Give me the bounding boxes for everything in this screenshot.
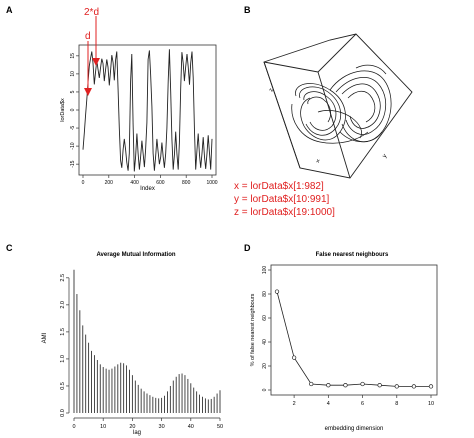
panel-d-y-tick-label: 40 xyxy=(262,339,268,345)
panel-b-3d-box xyxy=(263,33,413,179)
panel-d-point xyxy=(291,355,297,360)
panel-a-x-tick-label: 800 xyxy=(182,180,191,186)
panel-b-code-block: x = lorData$x[1:982] y = lorData$x[10:99… xyxy=(234,181,335,218)
panel-c-title: Average Mutual Information xyxy=(96,252,175,258)
panel-c-y-tick-label: 0.5 xyxy=(60,382,66,390)
panel-c-x-tick-label: 10 xyxy=(100,424,106,430)
panel-c-y-tick-label: 2.0 xyxy=(60,301,66,309)
panel-d-x-tick-label: 10 xyxy=(428,401,434,407)
panel-d-point xyxy=(326,383,331,388)
annotation-d-label: d xyxy=(85,31,91,42)
panel-c-bars xyxy=(73,269,221,413)
panel-c-x-axis: 0 10 20 30 40 50 xyxy=(72,417,223,430)
annotation-2d-label: 2*d xyxy=(84,7,99,18)
panel-a: A 0 200 400 600 800 1000 -15 -10 -5 0 5 10 15 Index… xyxy=(6,5,218,192)
panel-b-y-axis-letter: y xyxy=(382,153,389,159)
panel-a-x-tick-label: 1000 xyxy=(206,180,217,186)
panel-a-x-tick-label: 600 xyxy=(156,180,165,186)
panel-d-x-axis-label: embedding dimension xyxy=(325,426,384,432)
panel-d-y-axis: 0 20 40 60 80 100 xyxy=(262,266,271,391)
panel-d-letter: D xyxy=(244,243,251,253)
panel-d-point xyxy=(274,289,280,294)
panel-d-y-axis-label: % of false nearest neighbours xyxy=(250,293,256,366)
code-line-x: x = lorData$x[1:982] xyxy=(234,181,324,192)
panel-d-point xyxy=(343,383,348,388)
panel-d-x-tick-label: 8 xyxy=(395,401,398,407)
panel-a-y-tick-label: 0 xyxy=(70,108,76,111)
panel-c-y-tick-label: 2.5 xyxy=(60,274,66,282)
panel-b-z-axis-letter: z xyxy=(268,88,275,93)
panel-a-x-tick-label: 0 xyxy=(82,180,85,186)
panel-a-y-axis: -15 -10 -5 0 5 10 15 xyxy=(70,53,79,168)
panel-d-y-tick-label: 100 xyxy=(262,266,268,275)
annotation-2d-arrowhead xyxy=(92,58,100,66)
panel-a-y-tick-label: -15 xyxy=(70,160,76,167)
panel-d-series-line xyxy=(276,291,431,387)
panel-d-plot-frame xyxy=(270,264,438,396)
panel-c-y-tick-label: 1.5 xyxy=(60,328,66,336)
panel-d-x-tick-label: 6 xyxy=(361,401,364,407)
panel-c-x-tick-label: 50 xyxy=(217,424,223,430)
panel-b-attractor-trajectory xyxy=(291,64,392,144)
panel-c: C Average Mutual Information 0 10 20 30 40 50… xyxy=(6,243,223,436)
panel-a-x-tick-label: 400 xyxy=(130,180,139,186)
panel-b-letter: B xyxy=(244,5,251,15)
panel-c-letter: C xyxy=(6,243,13,253)
panel-d-point xyxy=(309,381,314,387)
panel-d-x-tick-label: 4 xyxy=(327,401,330,407)
panel-d-x-axis: 2 4 6 8 10 xyxy=(293,395,434,407)
panel-d-y-tick-label: 0 xyxy=(262,388,268,391)
panel-c-x-tick-label: 30 xyxy=(159,424,165,430)
panel-d-y-tick-label: 60 xyxy=(262,315,268,321)
panel-d-point xyxy=(428,384,434,389)
panel-d-y-tick-label: 20 xyxy=(262,363,268,369)
panel-c-y-tick-label: 0.0 xyxy=(60,409,66,417)
panel-d-point xyxy=(377,383,382,388)
panel-a-letter: A xyxy=(6,5,13,15)
panel-d-points xyxy=(274,289,434,389)
panel-c-y-tick-label: 1.0 xyxy=(60,355,66,363)
annotation-d-arrowhead xyxy=(84,88,92,96)
panel-c-x-tick-label: 20 xyxy=(129,424,135,430)
panel-b-x-axis-letter: x xyxy=(315,158,320,165)
panel-c-x-axis-label: lag xyxy=(133,430,141,436)
panel-d-y-tick-label: 80 xyxy=(262,291,268,297)
panel-d-point xyxy=(394,384,399,389)
code-line-y: y = lorData$x[10:991] xyxy=(234,194,330,205)
panel-a-y-tick-label: 5 xyxy=(70,90,76,93)
panel-a-x-axis-label: Index xyxy=(140,186,155,192)
panel-a-x-axis: 0 200 400 600 800 1000 xyxy=(82,175,218,186)
panel-b: B z x y x = lorData$x[1 xyxy=(234,5,413,218)
panel-a-series-line xyxy=(82,49,213,172)
panel-c-x-tick-label: 40 xyxy=(188,424,194,430)
panel-d-title: False nearest neighbours xyxy=(316,252,389,258)
code-line-z: z = lorData$x[19:1000] xyxy=(234,207,335,218)
panel-d-x-tick-label: 2 xyxy=(293,401,296,407)
panel-d-point xyxy=(360,381,365,387)
panel-d: D False nearest neighbours 2 4 6 8 10 0 20 40 6… xyxy=(244,243,438,432)
panel-c-x-tick-label: 0 xyxy=(72,424,75,430)
panel-a-y-axis-label: lorData$x xyxy=(60,98,66,122)
panel-a-x-tick-label: 200 xyxy=(105,180,114,186)
panel-a-y-tick-label: -10 xyxy=(70,142,76,149)
panel-a-y-tick-label: 10 xyxy=(70,71,76,77)
panel-a-y-tick-label: 15 xyxy=(70,53,76,59)
panel-c-y-axis-label: AMI xyxy=(42,332,48,343)
panel-a-y-tick-label: -5 xyxy=(70,126,76,131)
panel-d-point xyxy=(411,384,417,389)
panel-c-y-axis: 0.0 0.5 1.0 1.5 2.0 2.5 xyxy=(60,274,70,417)
